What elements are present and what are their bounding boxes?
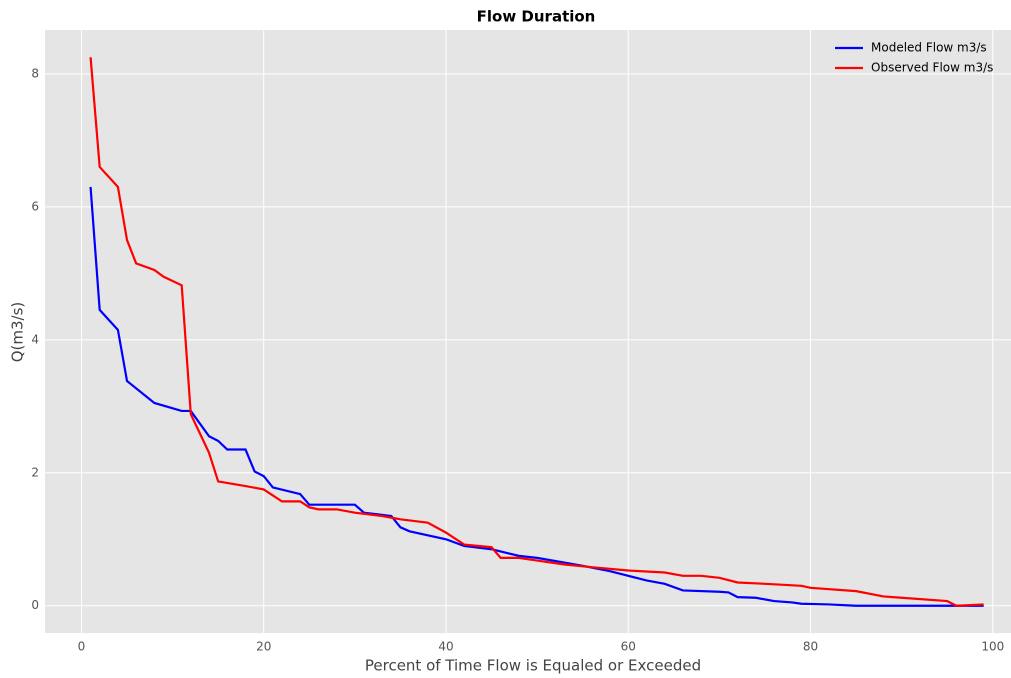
x-tick-label: 0 (78, 640, 86, 654)
data-line (89, 186, 984, 607)
x-tick-label: 20 (256, 640, 271, 654)
x-tick-label: 40 (438, 640, 453, 654)
x-tick-label: 100 (981, 640, 1004, 654)
y-tick-label: 8 (31, 66, 39, 80)
legend-label: Observed Flow m3/s (871, 61, 993, 75)
y-tick-label: 6 (31, 199, 39, 213)
plot-background (45, 30, 1011, 633)
y-tick-label: 2 (31, 465, 39, 479)
chart-title: Flow Duration (477, 8, 596, 26)
x-tick-label: 80 (803, 640, 818, 654)
x-axis-label: Percent of Time Flow is Equaled or Excee… (365, 657, 701, 675)
legend-label: Modeled Flow m3/s (871, 41, 987, 55)
y-axis-label: Q(m3/s) (9, 302, 27, 363)
data-line (89, 57, 984, 607)
x-tick-label: 60 (621, 640, 636, 654)
y-tick-label: 4 (31, 332, 39, 346)
y-tick-label: 0 (31, 598, 39, 612)
